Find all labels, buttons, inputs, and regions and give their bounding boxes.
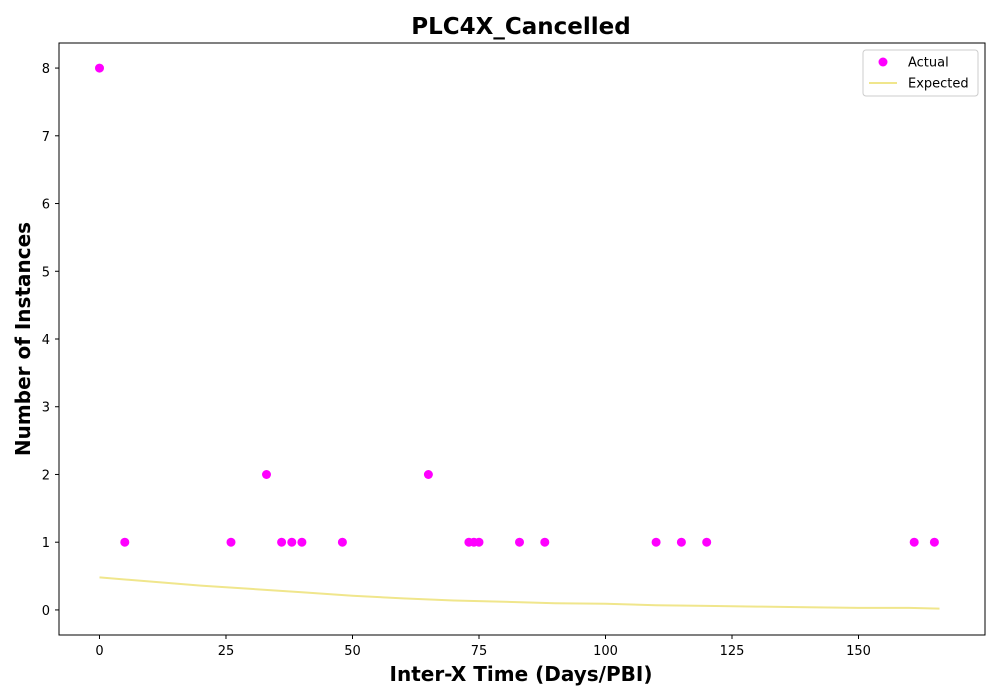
actual-point [651,537,661,547]
actual-point [929,537,939,547]
legend-label: Expected [908,77,969,92]
x-tick-label: 75 [471,644,488,659]
actual-point [226,537,236,547]
x-tick-label: 125 [720,644,745,659]
actual-point [337,537,347,547]
x-tick-label: 100 [593,644,618,659]
actual-point [676,537,686,547]
y-tick-label: 1 [42,536,50,551]
actual-point [540,537,550,547]
x-tick-label: 50 [344,644,361,659]
actual-point [277,537,287,547]
x-tick-label: 0 [95,644,103,659]
y-tick-label: 6 [42,198,50,213]
chart-title: PLC4X_Cancelled [411,14,630,40]
x-axis-label: Inter-X Time (Days/PBI) [390,662,653,686]
y-tick-label: 5 [42,265,50,280]
y-tick-label: 2 [42,468,50,483]
actual-point [287,537,297,547]
y-tick-label: 3 [42,401,50,416]
expected-line [99,576,940,610]
series-layer [95,63,940,610]
actual-point [95,63,104,73]
y-axis-label: Number of Instances [11,222,35,456]
y-tick-label: 7 [42,130,50,145]
y-tick-label: 4 [42,333,50,348]
legend-label: Actual [908,56,949,71]
legend-marker-actual [878,57,888,67]
actual-point [423,470,433,479]
y-tick-label: 8 [42,62,50,77]
actual-point [702,537,712,547]
legend-box [862,49,979,97]
plot-frame [58,42,986,636]
actual-point [262,470,271,479]
axis-ticks: 0 25 50 75 100 125 150 0 1 2 3 4 5 6 7 8 [42,62,871,659]
x-tick-label: 25 [218,644,235,659]
actual-point [474,537,484,547]
y-tick-label: 0 [42,604,50,619]
legend: Actual Expected [862,49,979,97]
actual-point [909,537,919,547]
actual-point [297,537,307,547]
actual-point [515,537,524,547]
x-tick-label: 150 [846,644,871,659]
actual-point [120,537,130,547]
